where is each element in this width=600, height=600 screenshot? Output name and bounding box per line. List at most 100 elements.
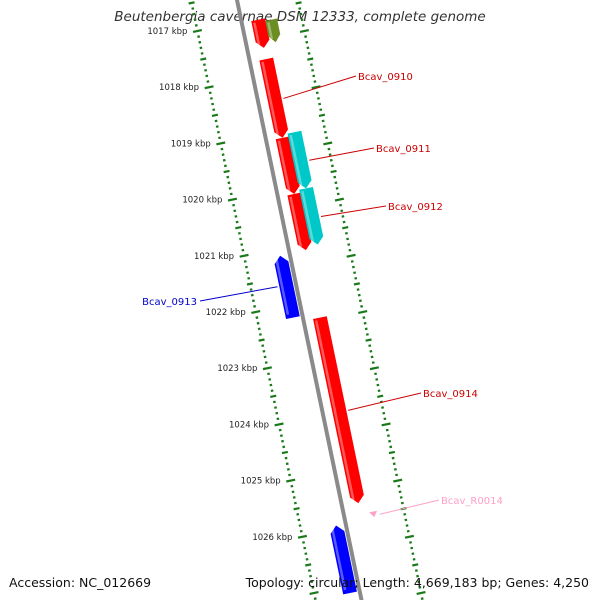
tick-mark bbox=[313, 80, 317, 83]
tick-mark bbox=[264, 361, 268, 364]
tick-mark bbox=[281, 450, 289, 455]
tick-mark bbox=[302, 541, 305, 544]
tick-mark bbox=[404, 518, 408, 522]
tick-mark bbox=[223, 164, 227, 168]
label-leader bbox=[379, 499, 440, 515]
label-leader bbox=[348, 392, 422, 411]
tick-mark bbox=[288, 473, 292, 477]
tick-mark bbox=[309, 591, 319, 595]
tick-mark bbox=[202, 63, 206, 67]
tick-mark bbox=[339, 203, 343, 207]
labels: Bcav_0910 Bcav_0911 Bcav_0912 Bcav_0913 Bcav… bbox=[142, 72, 503, 515]
tick-mark bbox=[301, 24, 305, 27]
tick-mark bbox=[305, 557, 309, 561]
tick-mark bbox=[241, 248, 245, 252]
tick-mark bbox=[388, 450, 396, 455]
feature-shape bbox=[274, 255, 300, 320]
tick-mark bbox=[215, 125, 219, 128]
tick-mark bbox=[220, 147, 224, 151]
feature-cds bbox=[251, 18, 270, 48]
tick-mark bbox=[325, 136, 329, 140]
tick-mark bbox=[246, 271, 250, 274]
tick-mark bbox=[416, 574, 419, 578]
tick-mark bbox=[276, 417, 280, 421]
tick-mark bbox=[363, 321, 367, 325]
feature-other bbox=[299, 186, 324, 245]
tick-mark bbox=[315, 91, 319, 95]
feature-olive bbox=[265, 18, 281, 43]
feature-rna bbox=[369, 510, 378, 518]
tick-mark bbox=[323, 130, 327, 134]
tick-mark bbox=[322, 125, 326, 128]
tick-mark bbox=[416, 591, 426, 595]
tick-mark bbox=[284, 456, 288, 460]
tick-mark bbox=[318, 102, 322, 106]
tick-mark bbox=[323, 141, 333, 146]
kbp-label: 1025 kbp bbox=[241, 477, 281, 487]
tick-mark bbox=[412, 557, 416, 561]
kbp-label: 1024 kbp bbox=[229, 420, 269, 430]
tick-mark bbox=[235, 226, 242, 230]
tick-mark bbox=[251, 310, 261, 314]
tick-mark bbox=[311, 69, 315, 72]
tick-mark bbox=[299, 29, 310, 33]
tick-mark bbox=[391, 456, 395, 460]
tick-mark bbox=[234, 215, 238, 218]
feature-label: Bcav_0913 bbox=[142, 297, 197, 308]
tick-mark bbox=[346, 237, 350, 241]
tick-mark bbox=[389, 445, 393, 449]
tick-mark bbox=[365, 338, 372, 342]
tick-mark bbox=[250, 293, 254, 297]
tick-mark bbox=[311, 85, 321, 90]
tick-mark bbox=[240, 243, 244, 246]
tick-mark bbox=[299, 12, 303, 16]
tick-mark bbox=[420, 597, 424, 600]
tick-mark bbox=[221, 153, 225, 156]
tick-mark bbox=[285, 462, 289, 466]
tick-mark bbox=[223, 169, 230, 174]
tick-mark bbox=[321, 119, 325, 123]
tick-mark bbox=[297, 518, 301, 522]
tick-mark bbox=[192, 12, 196, 16]
tick-mark bbox=[358, 310, 368, 314]
kbp-label: 1018 kbp bbox=[159, 83, 199, 93]
tick-mark bbox=[275, 411, 279, 415]
feature-label: Bcav_0910 bbox=[358, 72, 413, 83]
tick-mark bbox=[334, 181, 338, 185]
tick-mark bbox=[329, 158, 333, 162]
tick-mark bbox=[216, 141, 226, 146]
kbp-label: 1017 kbp bbox=[147, 27, 187, 37]
tick-mark bbox=[350, 260, 354, 263]
tick-mark bbox=[353, 282, 361, 286]
tick-mark bbox=[412, 563, 419, 567]
tick-mark bbox=[386, 434, 390, 437]
tick-mark bbox=[341, 215, 345, 218]
feature-shape bbox=[287, 130, 312, 189]
tick-mark bbox=[218, 136, 222, 140]
feature-cds bbox=[275, 136, 300, 194]
tick-mark bbox=[263, 355, 267, 359]
tick-mark bbox=[188, 1, 195, 5]
tick-mark bbox=[211, 102, 215, 106]
tick-mark bbox=[330, 169, 337, 174]
tick-mark bbox=[193, 18, 197, 22]
tick-mark bbox=[204, 69, 208, 72]
tick-mark bbox=[344, 231, 348, 235]
feature-label: Bcav_0914 bbox=[423, 389, 478, 400]
tick-mark bbox=[298, 524, 302, 527]
tick-mark bbox=[307, 569, 311, 572]
tick-mark bbox=[290, 484, 294, 488]
tick-mark bbox=[410, 546, 414, 550]
tick-mark bbox=[377, 394, 384, 398]
tick-mark bbox=[409, 541, 412, 544]
tick-mark bbox=[256, 321, 260, 325]
page-title: Beutenbergia cavernae DSM 12333, complet… bbox=[114, 9, 486, 25]
tick-mark bbox=[305, 563, 312, 567]
tick-mark bbox=[395, 473, 399, 477]
tick-mark bbox=[222, 158, 226, 162]
tick-mark bbox=[316, 97, 320, 100]
kbp-label: 1023 kbp bbox=[217, 364, 257, 374]
tick-mark bbox=[214, 119, 218, 123]
feature-shape bbox=[330, 525, 357, 595]
tick-mark bbox=[397, 484, 401, 488]
